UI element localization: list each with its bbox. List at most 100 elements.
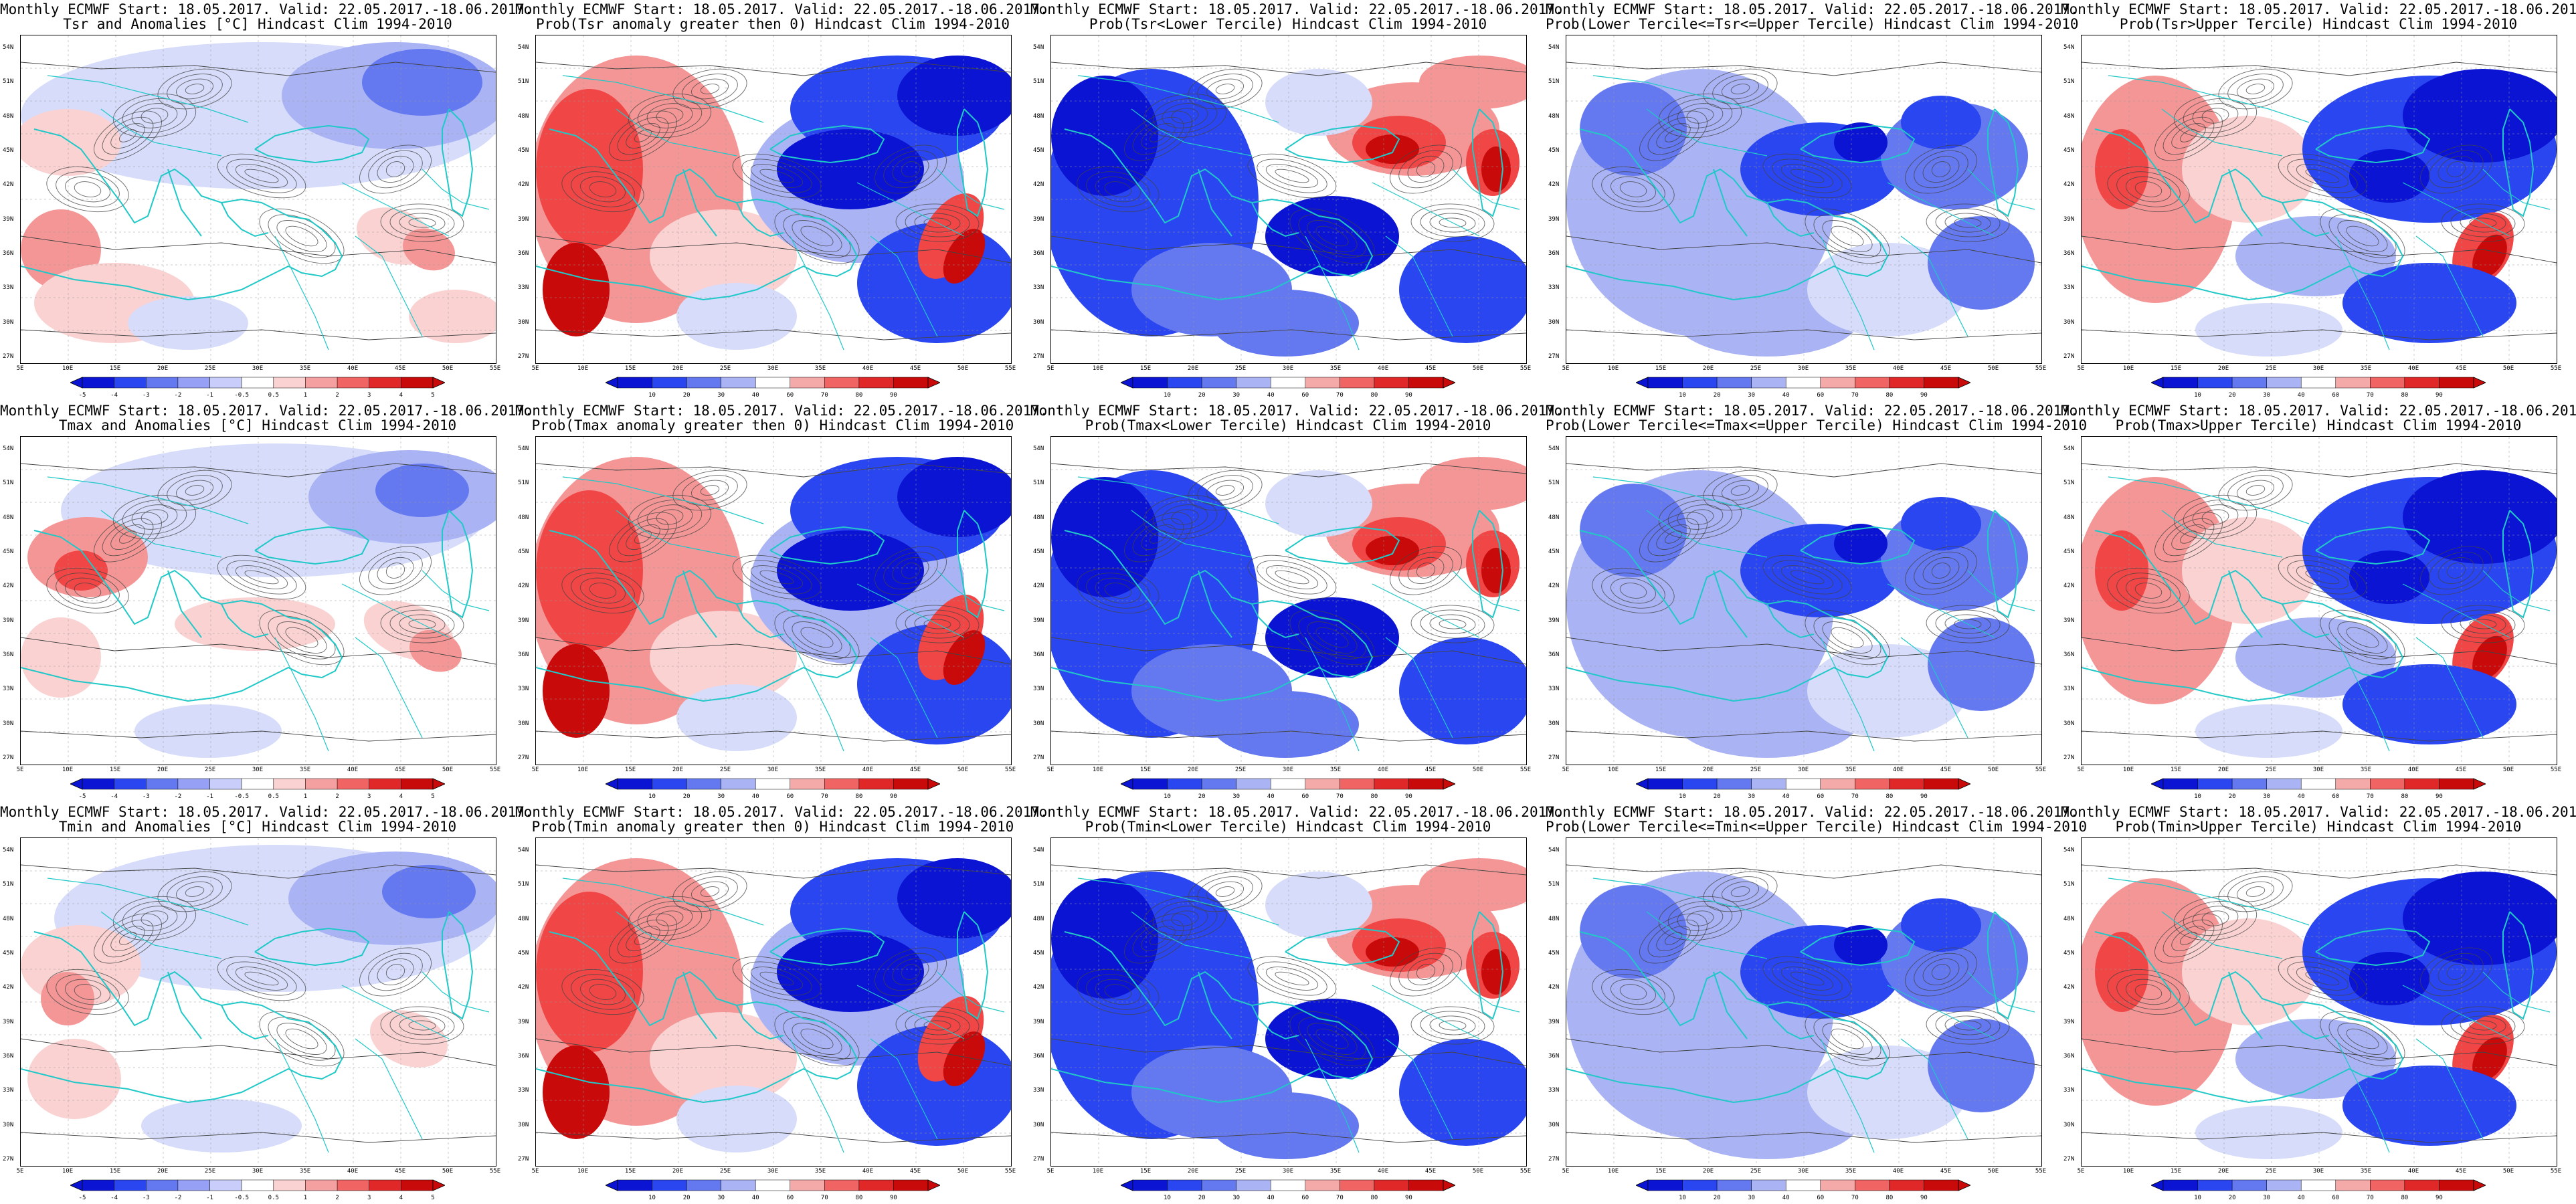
longitude-label: 10E — [1092, 365, 1104, 372]
panel-title-line2: Tmax and Anomalies [°C] Hindcast Clim 19… — [58, 417, 457, 433]
contour-lines — [2082, 864, 2557, 1143]
longitude-label: 35E — [814, 1168, 826, 1175]
colorbar-max-arrow — [927, 377, 940, 389]
colorbar-segment — [824, 778, 860, 790]
colorbar-tick-label: -0.5 — [234, 793, 250, 800]
map-canvas — [2082, 838, 2557, 1166]
colorbar-segment — [337, 1179, 369, 1191]
colorbar-segment — [114, 1179, 147, 1191]
map-canvas — [536, 35, 1011, 363]
colorbar-segment — [1751, 778, 1786, 790]
longitude-label: 45E — [1940, 365, 1952, 372]
coastlines — [1566, 878, 2035, 1153]
colorbar-segment — [2266, 1179, 2302, 1191]
colorbar-tick-label: -1 — [206, 1195, 213, 1201]
colorbar-min-arrow — [2151, 778, 2164, 790]
longitude-label: 15E — [624, 767, 636, 773]
longitude-label: 5E — [1562, 365, 1570, 372]
colorbar-min-arrow — [1121, 377, 1133, 389]
latitude-label: 36N — [518, 651, 529, 658]
colorbar-max-arrow — [2473, 377, 2486, 389]
longitude-label: 40E — [1377, 365, 1389, 372]
colorbar-segment — [721, 778, 756, 790]
latitude-label: 51N — [1548, 881, 1560, 888]
longitude-label: 40E — [862, 1168, 874, 1175]
latitude-label: 27N — [1548, 353, 1560, 360]
longitude-label: 20E — [2217, 365, 2229, 372]
colorbar-max-arrow — [1958, 377, 1970, 389]
graticule — [536, 838, 1011, 1166]
colorbar-tick-label: 80 — [855, 392, 863, 399]
latitude-label: 33N — [2063, 284, 2075, 292]
colorbar-tick-label: 60 — [1301, 793, 1309, 800]
colorbar-tick-label: 80 — [1370, 392, 1378, 399]
colorbar-max-arrow — [927, 1179, 940, 1191]
panel-title-line1: Monthly ECMWF Start: 18.05.2017. Valid: … — [0, 403, 533, 419]
longitude-label: 30E — [1797, 365, 1809, 372]
colorbar-segment — [2266, 377, 2302, 389]
shaded-field — [1566, 872, 2035, 1159]
latitude-label: 42N — [518, 181, 529, 189]
colorbar-segment — [1785, 778, 1821, 790]
panel-title-line1: Monthly ECMWF Start: 18.05.2017. Valid: … — [515, 804, 1048, 820]
colorbar-tick-label: 70 — [1336, 793, 1344, 800]
panel-title-line2: Prob(Tmax anomaly greater then 0) Hindca… — [531, 417, 1014, 433]
panel-title-line1: Monthly ECMWF Start: 18.05.2017. Valid: … — [1030, 804, 1564, 820]
colorbar-tick-label: 80 — [855, 1195, 863, 1201]
colorbar-tick-label: 2 — [335, 392, 339, 399]
latitude-label: 51N — [3, 881, 14, 888]
latitude-label: 54N — [1548, 44, 1560, 51]
longitude-label: 45E — [394, 767, 406, 773]
longitude-label: 25E — [1234, 1168, 1247, 1175]
latitude-label: 54N — [1033, 44, 1044, 51]
latitude-label: 48N — [3, 915, 14, 922]
latitude-label: 33N — [518, 284, 529, 292]
longitude-label: 25E — [2265, 767, 2277, 773]
colorbar-min-arrow — [70, 1179, 83, 1191]
forecast-map-panel: Monthly ECMWF Start: 18.05.2017. Valid: … — [1030, 0, 1564, 401]
panel-title-line1: Monthly ECMWF Start: 18.05.2017. Valid: … — [2061, 804, 2576, 820]
colorbar — [70, 1179, 445, 1192]
longitude-label: 10E — [62, 365, 74, 372]
colorbar-segment — [893, 778, 929, 790]
colorbar-tick-label: 30 — [1232, 793, 1240, 800]
latitude-label: 48N — [3, 112, 14, 120]
colorbar-segment — [209, 1179, 242, 1191]
colorbar-tick-label: 30 — [717, 392, 725, 399]
colorbar-segment — [1889, 377, 1924, 389]
colorbar-tick-label: -3 — [142, 1195, 150, 1201]
longitude-label: 30E — [252, 1168, 264, 1175]
colorbar-tick-label: 40 — [1267, 1195, 1275, 1201]
shaded-field — [1051, 56, 1526, 357]
forecast-map-panel: Monthly ECMWF Start: 18.05.2017. Valid: … — [2061, 0, 2576, 401]
longitude-label: 30E — [2312, 767, 2324, 773]
longitude-label: 50E — [442, 365, 454, 372]
contour-lines — [1051, 463, 1526, 742]
longitude-label: 20E — [2217, 767, 2229, 773]
latitude-label: 27N — [2063, 353, 2075, 360]
colorbar-tick-label: 60 — [786, 793, 794, 800]
shaded-field — [1051, 858, 1526, 1159]
longitude-label: 55E — [2035, 365, 2047, 372]
latitude-label: 48N — [1548, 514, 1560, 521]
colorbar-segment — [2439, 377, 2474, 389]
longitude-label: 55E — [1004, 767, 1016, 773]
colorbar-tick-label: 70 — [1336, 1195, 1344, 1201]
panel-title-line2: Prob(Tmin>Upper Tercile) Hindcast Clim 1… — [2115, 819, 2522, 835]
colorbar-tick-label: 1 — [303, 793, 308, 800]
colorbar-segment — [686, 377, 721, 389]
colorbar-segment — [652, 377, 687, 389]
colorbar-tick-label: 70 — [820, 392, 828, 399]
longitude-label: 35E — [2360, 767, 2372, 773]
latitude-label: 39N — [1033, 617, 1044, 624]
latitude-label: 45N — [3, 147, 14, 154]
colorbar-segment — [114, 778, 147, 790]
shaded-field — [536, 56, 1011, 350]
longitude-label: 30E — [1797, 767, 1809, 773]
colorbar-tick-label: 70 — [1851, 392, 1859, 399]
colorbar-tick-label: 60 — [1817, 392, 1825, 399]
latitude-label: 30N — [3, 720, 14, 727]
colorbar-segment — [824, 377, 860, 389]
colorbar-segment — [1305, 1179, 1340, 1191]
colorbar-tick-label: 40 — [751, 1195, 759, 1201]
